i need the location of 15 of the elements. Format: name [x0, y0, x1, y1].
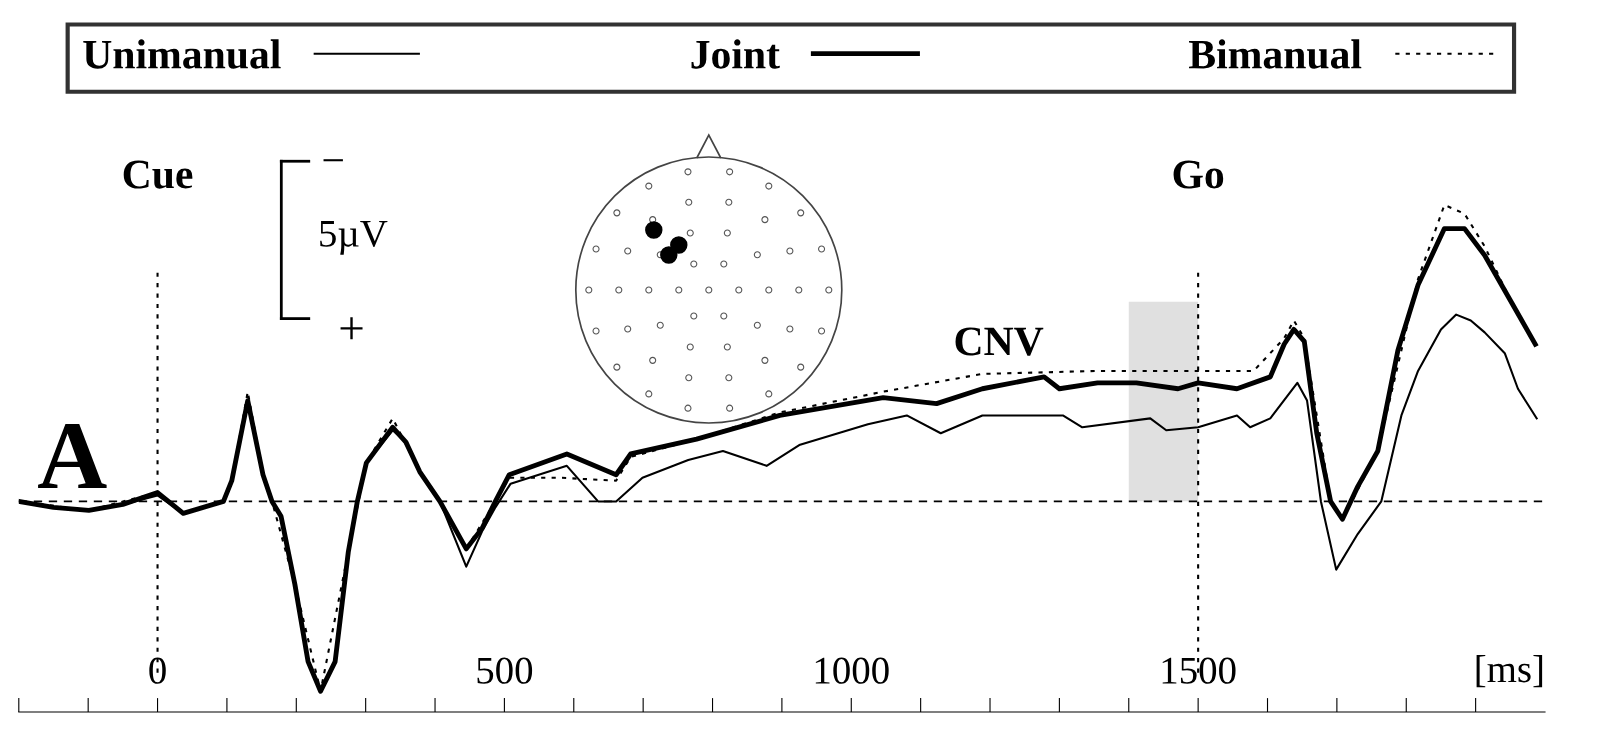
x-axis-title: [ms] [1476, 655, 1543, 688]
annotation: A [38, 423, 107, 489]
x-tick-label: 500 [477, 657, 533, 684]
x-tick-label: 1000 [815, 657, 889, 684]
annotation: CNV [955, 327, 1044, 356]
ref-line-label: Cue [123, 160, 193, 189]
legend-label: Bimanual [1189, 39, 1362, 69]
annotation: + [340, 317, 363, 340]
legend-label: Unimanual [83, 39, 281, 69]
ref-line-label: Go [1173, 160, 1224, 189]
text: − [323, 159, 343, 162]
annotation: 5µV [320, 221, 388, 255]
legend-label: Joint [691, 39, 780, 69]
x-tick-label: 0 [149, 657, 166, 684]
x-tick-label: 1500 [1162, 657, 1236, 684]
